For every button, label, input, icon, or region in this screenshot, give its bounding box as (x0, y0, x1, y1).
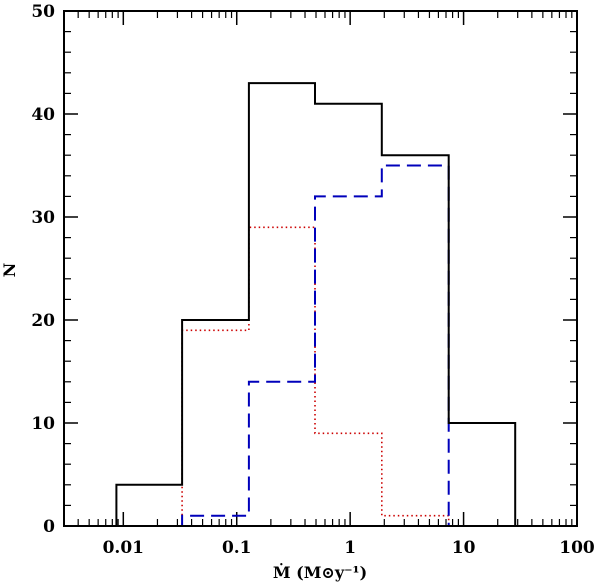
y-tick-label: 0 (43, 517, 55, 537)
series-layer (115, 82, 517, 527)
y-tick-label: 40 (31, 105, 55, 125)
y-tick-label: 10 (31, 414, 55, 434)
x-tick-label: 10 (452, 538, 476, 558)
y-tick-label: 50 (31, 2, 55, 22)
x-tick-label: 0.01 (103, 538, 144, 558)
histogram-series-subset-dashed (116, 164, 516, 527)
ticks-layer (63, 10, 578, 527)
x-tick-label: 100 (559, 538, 595, 558)
y-tick-label: 30 (31, 208, 55, 228)
histogram-series-total (115, 82, 517, 526)
x-axis-title: Ṁ (M⊙y⁻¹) (273, 562, 367, 582)
x-tick-label: 0.1 (222, 538, 252, 558)
plot-frame (63, 10, 578, 527)
y-axis-title: N (0, 263, 19, 278)
labels-layer: 0.01 0.1 1 10 100 0 10 20 30 40 50 (31, 2, 595, 558)
y-tick-label: 20 (31, 311, 55, 331)
x-tick-label: 1 (344, 538, 356, 558)
